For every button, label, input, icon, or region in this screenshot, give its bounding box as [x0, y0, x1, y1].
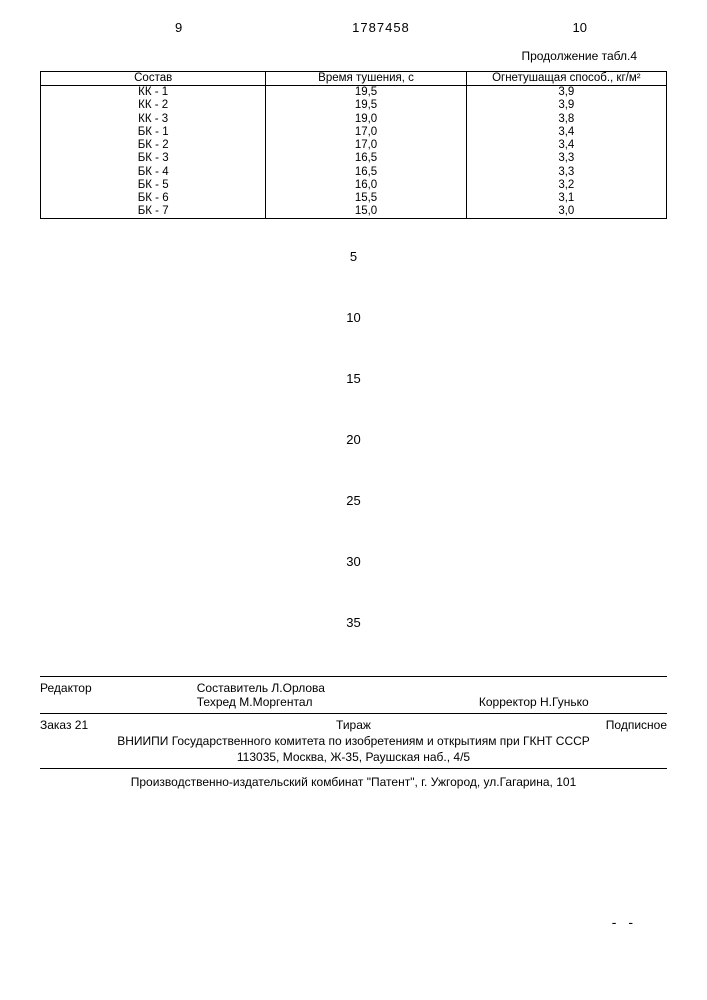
- line-number: 35: [40, 615, 667, 630]
- table-row: КК - 1 19,5 3,9: [41, 86, 667, 100]
- cell: КК - 3: [41, 113, 266, 126]
- publisher-line: Производственно-издательский комбинат "П…: [40, 775, 667, 789]
- header-top-line: 9 1787458 10: [175, 20, 587, 35]
- line-number: 20: [40, 432, 667, 447]
- table-row: БК - 4 16,5 3,3: [41, 166, 667, 179]
- org-line-1: ВНИИПИ Государственного комитета по изоб…: [40, 734, 667, 750]
- table-row: БК - 7 15,0 3,0: [41, 205, 667, 219]
- divider: [40, 713, 667, 714]
- tirazh-label: Тираж: [249, 718, 458, 732]
- corrector-name: Корректор Н.Гунько: [479, 681, 667, 709]
- col-header-capacity: Огнетушащая способ., кг/м²: [466, 72, 666, 86]
- order-row: Заказ 21 Тираж Подписное: [40, 716, 667, 734]
- cell: 16,5: [266, 152, 466, 165]
- cell: 3,3: [466, 166, 666, 179]
- cell: БК - 5: [41, 179, 266, 192]
- cell: КК - 1: [41, 86, 266, 100]
- order-number: Заказ 21: [40, 718, 249, 732]
- cell: 3,2: [466, 179, 666, 192]
- cell: 15,5: [266, 192, 466, 205]
- cell: 3,9: [466, 86, 666, 100]
- page-col-right: 10: [450, 20, 587, 35]
- patent-number: 1787458: [312, 20, 449, 35]
- credits-block: Редактор Составитель Л.Орлова Техред М.М…: [40, 676, 667, 788]
- line-number: 10: [40, 310, 667, 325]
- cell: 17,0: [266, 139, 466, 152]
- credits-row: Редактор Составитель Л.Орлова Техред М.М…: [40, 677, 667, 711]
- cell: 19,5: [266, 99, 466, 112]
- cell: БК - 1: [41, 126, 266, 139]
- table-row: БК - 1 17,0 3,4: [41, 126, 667, 139]
- line-numbers-column: 5 10 15 20 25 30 35: [40, 249, 667, 630]
- divider: [40, 768, 667, 769]
- table-row: БК - 2 17,0 3,4: [41, 139, 667, 152]
- credits-middle: Составитель Л.Орлова Техред М.Моргентал: [197, 681, 479, 709]
- table-row: БК - 3 16,5 3,3: [41, 152, 667, 165]
- line-number: 15: [40, 371, 667, 386]
- cell: 17,0: [266, 126, 466, 139]
- cell: 16,0: [266, 179, 466, 192]
- org-line-2: 113035, Москва, Ж-35, Раушская наб., 4/5: [40, 750, 667, 766]
- page-root: 9 1787458 10 Продолжение табл.4 Состав В…: [0, 0, 707, 1000]
- cell: БК - 7: [41, 205, 266, 219]
- cell: 3,4: [466, 126, 666, 139]
- cell: 19,0: [266, 113, 466, 126]
- table-continuation-label: Продолжение табл.4: [40, 49, 637, 63]
- cell: БК - 4: [41, 166, 266, 179]
- table-row: КК - 3 19,0 3,8: [41, 113, 667, 126]
- podpis-label: Подписное: [458, 718, 667, 732]
- cell: 3,3: [466, 152, 666, 165]
- cell: БК - 3: [41, 152, 266, 165]
- cell: КК - 2: [41, 99, 266, 112]
- scan-mark: - -: [612, 914, 637, 930]
- line-number: 30: [40, 554, 667, 569]
- cell: БК - 6: [41, 192, 266, 205]
- table-row: КК - 2 19,5 3,9: [41, 99, 667, 112]
- cell: 3,0: [466, 205, 666, 219]
- cell: 3,1: [466, 192, 666, 205]
- cell: 19,5: [266, 86, 466, 100]
- cell: 3,9: [466, 99, 666, 112]
- editor-label: Редактор: [40, 681, 197, 709]
- data-table: Состав Время тушения, с Огнетушащая спос…: [40, 71, 667, 219]
- cell: 16,5: [266, 166, 466, 179]
- table-row: БК - 6 15,5 3,1: [41, 192, 667, 205]
- line-number: 5: [40, 249, 667, 264]
- cell: 15,0: [266, 205, 466, 219]
- techred-name: Техред М.Моргентал: [197, 695, 479, 709]
- table-body: КК - 1 19,5 3,9 КК - 2 19,5 3,9 КК - 3 1…: [41, 86, 667, 219]
- cell: 3,4: [466, 139, 666, 152]
- table-header-row: Состав Время тушения, с Огнетушащая спос…: [41, 72, 667, 86]
- compiler-name: Составитель Л.Орлова: [197, 681, 479, 695]
- line-number: 25: [40, 493, 667, 508]
- table-row: БК - 5 16,0 3,2: [41, 179, 667, 192]
- col-header-composition: Состав: [41, 72, 266, 86]
- col-header-time: Время тушения, с: [266, 72, 466, 86]
- cell: 3,8: [466, 113, 666, 126]
- page-col-left: 9: [175, 20, 312, 35]
- cell: БК - 2: [41, 139, 266, 152]
